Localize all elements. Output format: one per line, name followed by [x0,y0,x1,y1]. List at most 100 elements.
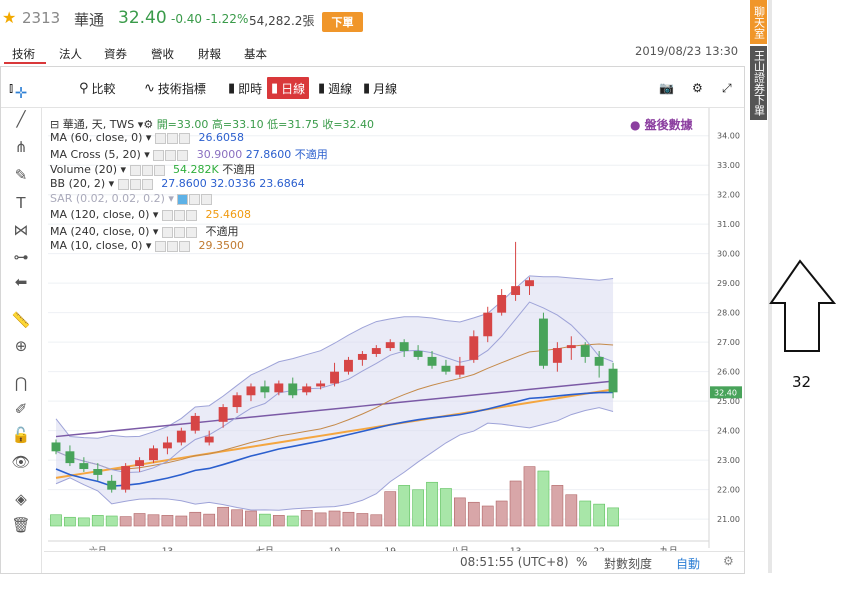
broker-order-button[interactable]: 王山證券下單 [750,46,767,120]
fullscreen-button[interactable]: ⤢ [722,77,732,99]
visibility-box[interactable] [154,240,166,252]
settings-box[interactable] [166,240,178,252]
favorite-star-icon[interactable]: ★ [2,8,17,27]
candle-body [399,342,409,352]
pattern-icon[interactable]: ⋈ [13,221,29,239]
auto-scale-button[interactable]: 自動 [676,557,701,571]
settings-chevron-icon[interactable]: ▾ [152,225,159,238]
settings-box[interactable] [189,193,201,205]
settings-box[interactable] [141,164,153,176]
visibility-box[interactable] [161,226,173,238]
settings-box[interactable] [166,132,178,144]
trend-line-icon[interactable]: ╱ [16,110,26,128]
remove-box[interactable] [153,164,165,176]
eye-icon[interactable]: 👁 [11,453,31,471]
prediction-icon[interactable]: ⊶ [13,248,29,266]
remove-box[interactable] [185,226,197,238]
fibonacci-icon[interactable]: ⋔ [14,138,28,156]
candle-body [566,345,576,349]
fullscreen-icon: ⤢ [722,80,732,95]
tab-margin[interactable]: 資券 [104,47,127,61]
back-arrow-icon[interactable]: ⬅ [14,273,28,291]
tab-institutional[interactable]: 法人 [59,47,82,61]
change-percent: -1.22% [205,12,249,26]
volume-bar [217,506,229,527]
lock-drawing-icon[interactable]: ✐ [14,400,28,418]
volume-bar [300,510,313,527]
remove-box[interactable] [177,149,189,161]
lock-icon[interactable]: 🔓 [11,426,31,444]
settings-chevron-icon[interactable]: ▾ [108,177,115,190]
interval-intraday-button[interactable]: ▮ 即時 [228,77,262,99]
tab-financials[interactable]: 財報 [198,47,221,61]
settings-chevron-icon[interactable]: ▾ [145,239,152,252]
ma60-line [55,391,614,487]
order-button[interactable]: 下單 [322,12,363,32]
tab-revenue[interactable]: 營收 [151,47,174,61]
remove-box[interactable] [185,209,197,221]
brush-icon[interactable]: ✎ [14,166,28,184]
remove-box[interactable] [178,132,190,144]
percent-scale-button[interactable]: % [576,555,588,569]
intraday-label: 即時 [238,81,263,96]
screenshot-button[interactable]: 📷 [659,77,674,99]
x-tick-label: 13 [510,547,521,551]
volume-bar [607,507,619,527]
settings-box[interactable] [173,226,185,238]
candle-body [204,436,214,443]
collapse-icon[interactable]: ⊟ [50,118,60,131]
y-tick-label: 33.00 [717,161,740,170]
ruler-icon[interactable]: 📏 [11,311,31,329]
side-panel-strip [768,0,772,573]
settings-button[interactable]: ⚙ [692,77,703,99]
after-hours-data-label[interactable]: ● 盤後數據 [630,118,693,132]
visibility-box[interactable] [161,209,173,221]
settings-chevron-icon[interactable]: ▾ [120,163,127,176]
compare-button[interactable]: ⚲ 比較 [79,77,116,99]
zoom-in-icon[interactable]: ⊕ [14,337,28,355]
interval-monthly-button[interactable]: ▮ 月線 [363,77,397,99]
visibility-box[interactable] [154,132,166,144]
visibility-box[interactable] [129,164,141,176]
tab-basic[interactable]: 基本 [244,47,267,61]
tab-technical[interactable]: 技術 [12,47,35,61]
interval-daily-button[interactable]: ▮ 日線 [267,77,310,99]
visibility-box[interactable] [153,149,165,161]
legend-gear-icon[interactable]: ▾⚙ [137,118,154,131]
volume-bar [481,505,494,527]
settings-chevron-icon[interactable]: ▾ [144,148,150,161]
candle-style-button[interactable]: ⫾ [9,77,16,99]
settings-box[interactable] [173,209,185,221]
settings-chevron-icon[interactable]: ▾ [152,208,159,221]
magnet-icon[interactable]: ⋂ [14,374,28,392]
remove-box[interactable] [201,193,213,205]
settings-chevron-icon[interactable]: ▾ [168,192,174,205]
remove-box[interactable] [141,178,153,190]
settings-chevron-icon[interactable]: ▾ [145,131,152,144]
ma10-value: 29.3500 [198,239,244,252]
candle-body [93,469,103,475]
chat-room-button[interactable]: 聊天室 [750,0,767,44]
price-chart[interactable]: 34.00 33.00 32.00 31.00 30.00 29.00 28.00 27.00… [44,108,744,551]
settings-box[interactable] [129,178,141,190]
interval-weekly-button[interactable]: ▮ 週線 [318,77,352,99]
stock-code: 2313 [22,9,61,27]
log-scale-button[interactable]: 對數刻度 [604,557,653,571]
candle-body [162,442,172,449]
text-tool-icon[interactable]: T [16,194,26,212]
layers-icon[interactable]: ◈ [15,490,27,508]
candle-body [260,386,270,393]
status-gear-icon[interactable]: ⚙ [723,554,734,568]
visibility-box[interactable] [177,193,189,205]
trash-icon[interactable]: 🗑 [11,516,31,534]
crosshair-icon[interactable]: ✛ [14,84,28,102]
low-value: 低=31.75 [267,118,319,131]
last-price-tag [710,386,742,399]
candle-body [246,386,256,396]
indicators-button[interactable]: ∿ 技術指標 [144,77,206,99]
bollinger-lower-line [55,407,614,511]
visibility-box[interactable] [117,178,129,190]
settings-box[interactable] [165,149,177,161]
remove-box[interactable] [178,240,190,252]
volume-bar [175,515,188,527]
